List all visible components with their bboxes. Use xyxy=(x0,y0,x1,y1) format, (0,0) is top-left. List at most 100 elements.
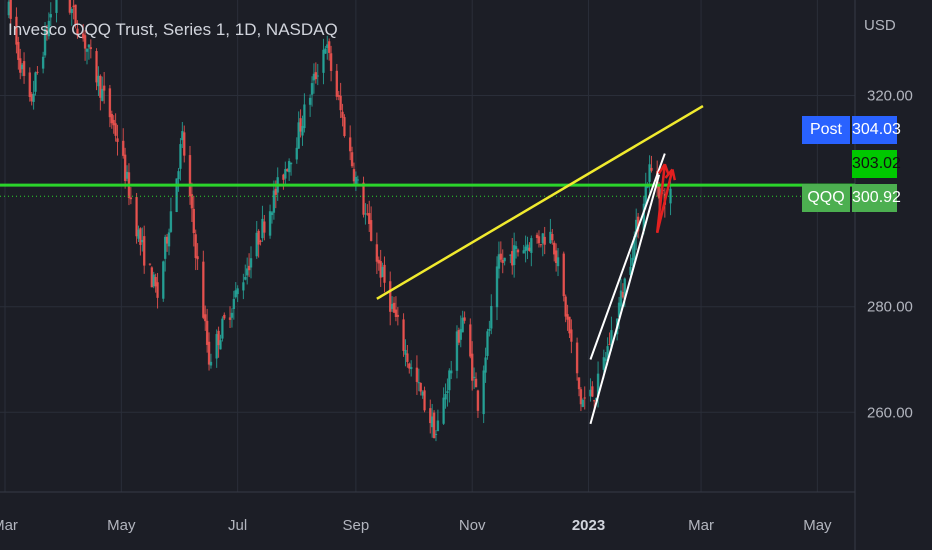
candle-body xyxy=(343,117,346,137)
candle-body xyxy=(324,48,327,54)
candle-body xyxy=(329,53,333,71)
candle-body xyxy=(501,259,504,263)
candle-body xyxy=(287,161,291,173)
candle-body xyxy=(261,218,264,239)
candle-body xyxy=(87,44,91,48)
candle-body xyxy=(575,342,579,374)
candle-body xyxy=(110,113,113,124)
candle-body xyxy=(619,290,623,307)
candle-body xyxy=(594,397,598,400)
y-tick-label: 280.00 xyxy=(867,299,913,316)
candle-body xyxy=(19,58,22,73)
candle-body xyxy=(28,72,31,98)
candle-body xyxy=(188,155,192,197)
candle-body xyxy=(55,0,58,13)
candle-body xyxy=(7,1,11,16)
candle-body xyxy=(76,28,79,36)
y-tick-label: 320.00 xyxy=(867,88,913,105)
candle-body xyxy=(70,8,73,14)
candle-body xyxy=(408,363,411,369)
candle-body xyxy=(9,0,12,19)
candle-body xyxy=(436,420,440,432)
candle-body xyxy=(356,179,359,181)
candle-body xyxy=(219,340,222,350)
candle-body xyxy=(72,5,75,7)
candle-body xyxy=(610,330,613,349)
candle-body xyxy=(514,246,518,249)
candle-body xyxy=(629,266,632,275)
candle-body xyxy=(196,256,199,260)
candle-body xyxy=(419,382,422,392)
candle-body xyxy=(394,309,398,317)
candle-body xyxy=(192,208,195,234)
candle-body xyxy=(430,416,434,428)
candle-body xyxy=(259,240,262,242)
candle-body xyxy=(406,353,409,362)
candle-body xyxy=(20,64,24,70)
candle-body xyxy=(85,48,89,52)
candle-body xyxy=(202,261,205,318)
candle-body xyxy=(522,250,525,254)
candle-body xyxy=(108,88,112,118)
candle-body xyxy=(163,236,167,259)
arrow-line-drawing xyxy=(655,169,674,234)
candle-body xyxy=(596,373,600,397)
candle-body xyxy=(511,251,514,266)
candle-body xyxy=(636,216,640,232)
candle-body xyxy=(257,230,260,245)
candle-body xyxy=(482,370,485,415)
candle-body xyxy=(223,314,226,319)
candle-body xyxy=(469,324,472,357)
x-tick-label: Jul xyxy=(228,517,247,534)
candle-body xyxy=(570,329,573,342)
symbol-badge: QQQ xyxy=(802,184,850,212)
candle-body xyxy=(30,94,33,102)
candle-body xyxy=(230,312,234,318)
candle-body xyxy=(381,266,384,277)
candle-body xyxy=(593,400,596,402)
candle-body xyxy=(205,320,209,345)
candle-body xyxy=(341,111,344,118)
candle-body xyxy=(579,389,583,405)
x-tick-label: 2023 xyxy=(572,517,605,534)
candle-body xyxy=(154,277,157,287)
candle-body xyxy=(404,349,407,355)
candle-body xyxy=(297,122,300,149)
candle-body xyxy=(310,83,314,95)
candle-body xyxy=(36,71,39,73)
candle-body xyxy=(450,370,453,374)
candle-body xyxy=(549,231,552,244)
candle-body xyxy=(143,236,146,266)
candle-body xyxy=(635,219,638,237)
candle-body xyxy=(139,228,142,245)
candle-body xyxy=(282,174,285,180)
candle-body xyxy=(402,319,405,351)
candle-body xyxy=(650,167,653,171)
candle-body xyxy=(125,171,129,179)
candle-body xyxy=(368,213,371,225)
candle-body xyxy=(137,229,140,239)
candle-body xyxy=(299,118,302,132)
candle-body xyxy=(150,267,154,288)
candle-body xyxy=(556,257,560,267)
candle-body xyxy=(434,433,438,435)
candle-body xyxy=(179,144,182,169)
candle-body xyxy=(537,236,541,244)
candle-body xyxy=(89,47,93,50)
candle-body xyxy=(564,296,567,317)
candle-body xyxy=(364,213,367,215)
candle-body xyxy=(156,282,159,298)
candle-body xyxy=(396,314,400,317)
candle-body xyxy=(543,236,546,245)
channel-line-drawing xyxy=(589,174,661,425)
post-market-price-badge: 304.03 xyxy=(852,116,901,144)
candle-body xyxy=(242,282,245,291)
candle-body xyxy=(409,367,413,370)
candle-body xyxy=(289,162,293,165)
candle-body xyxy=(566,314,569,320)
candle-body xyxy=(484,357,487,373)
candle-body xyxy=(509,254,512,256)
candle-body xyxy=(442,397,445,424)
candle-body xyxy=(295,147,298,160)
